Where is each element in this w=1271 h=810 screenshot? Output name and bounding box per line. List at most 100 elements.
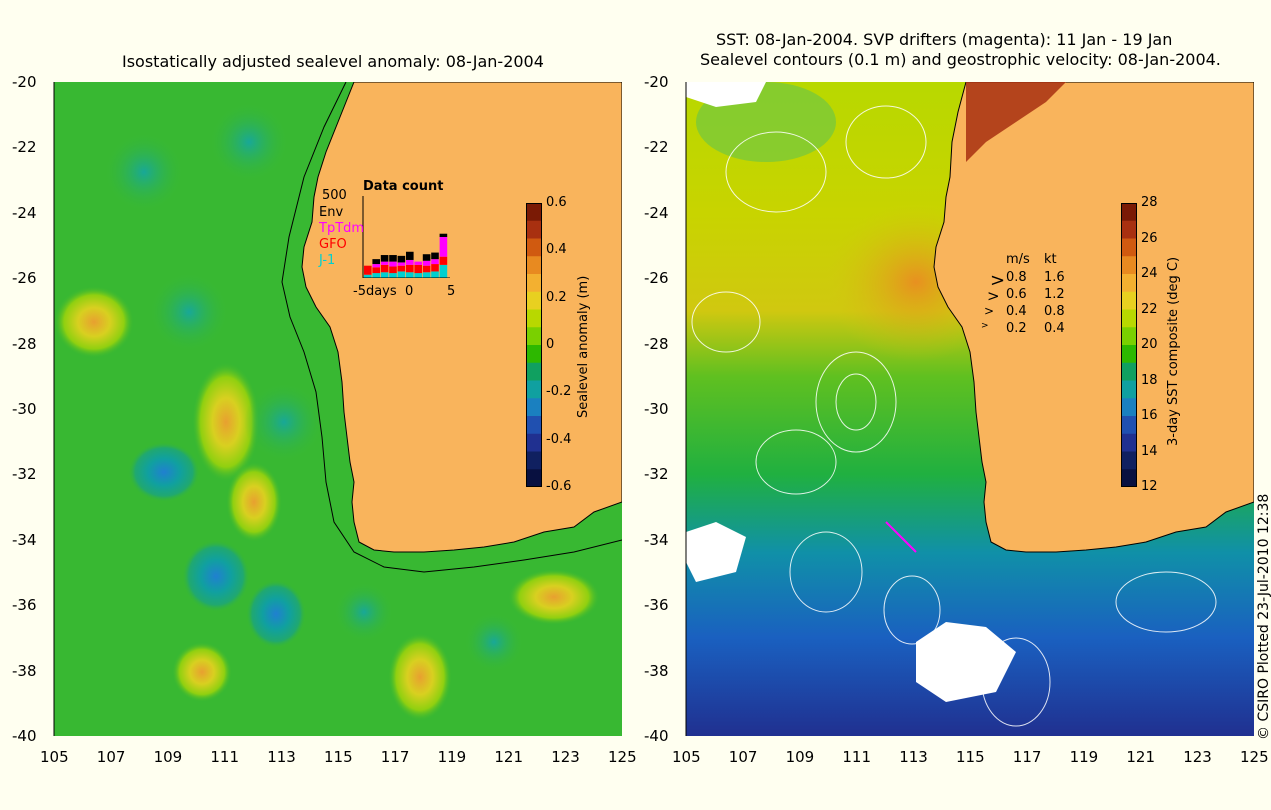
data-count-bar	[422, 254, 431, 261]
colorbar-segment	[526, 291, 542, 310]
data-count-title: Data count	[363, 179, 444, 194]
colorbar-tick-label: 0.2	[546, 289, 567, 305]
colorbar-segment	[526, 256, 542, 275]
sealevel-colorbar-label: Sealevel anomaly (m)	[576, 275, 591, 418]
left-map-title: Isostatically adjusted sealevel anomaly:…	[122, 52, 544, 71]
sealevel-contours	[691, 105, 1217, 727]
x-tick-label: 113	[267, 748, 296, 766]
data-count-bar	[406, 259, 414, 265]
colorbar-segment	[526, 469, 542, 487]
colorbar-segment	[1121, 327, 1137, 346]
colorbar-tick-label: -0.2	[546, 384, 572, 400]
sst-colorbar-label: 3-day SST composite (deg C)	[1166, 256, 1181, 446]
speed-legend-ms: 0.4	[1006, 304, 1027, 319]
data-count-bar	[397, 265, 406, 272]
y-tick-label: -26	[644, 269, 669, 288]
sst-colorbar	[1121, 203, 1137, 487]
inset-x-label-zero: 0	[405, 284, 414, 299]
x-tick-label: 125	[608, 748, 637, 766]
y-tick-label: -30	[12, 400, 37, 418]
right-map-title-line1: SST: 08-Jan-2004. SVP drifters (magenta)…	[716, 30, 1173, 49]
colorbar-segment	[526, 433, 542, 452]
data-count-bar	[422, 260, 431, 266]
colorbar-tick-label: 18	[1141, 372, 1158, 388]
colorbar-segment	[1121, 203, 1137, 222]
data-count-bar	[372, 259, 380, 265]
colorbar-segment	[526, 362, 542, 381]
colorbar-segment	[1121, 469, 1137, 487]
y-tick-label: -40	[644, 727, 669, 745]
colorbar-segment	[526, 380, 542, 399]
data-count-bar	[397, 271, 406, 278]
speed-legend-arrow-icon: >	[987, 287, 1000, 305]
x-tick-label: 123	[551, 748, 580, 766]
data-count-bar	[414, 264, 422, 274]
speed-legend-arrow-icon: >	[984, 304, 995, 318]
data-count-bar	[389, 273, 397, 278]
y-tick-label: -26	[12, 269, 37, 288]
data-count-bar	[431, 259, 439, 265]
x-tick-label: 109	[153, 748, 183, 766]
data-count-bar	[431, 252, 439, 260]
y-tick-label: -22	[12, 138, 37, 157]
y-tick-label: -36	[644, 596, 669, 615]
data-count-bar	[364, 274, 372, 278]
data-count-bar	[364, 265, 372, 275]
speed-legend-ms: 0.8	[1006, 270, 1027, 285]
cloud-mask	[916, 622, 1016, 702]
australia-land-right	[933, 82, 1254, 553]
colorbar-tick-label: 0.4	[546, 242, 567, 258]
x-tick-label: 113	[899, 748, 928, 766]
data-count-bar	[380, 261, 389, 265]
colorbar-tick-label: 22	[1141, 301, 1158, 317]
colorbar-segment	[526, 220, 542, 239]
data-count-bar	[439, 233, 448, 237]
y-tick-label: -36	[12, 596, 37, 615]
speed-legend-arrow-icon: >	[981, 321, 989, 331]
speed-legend-ms: 0.6	[1006, 287, 1027, 302]
colorbar-tick-label: 14	[1141, 443, 1158, 459]
speed-legend-kt: 0.4	[1044, 321, 1065, 336]
colorbar-tick-label: 28	[1141, 195, 1158, 210]
x-tick-label: 121	[1126, 748, 1156, 766]
x-tick-label: 115	[324, 748, 353, 766]
data-count-bar	[439, 264, 448, 278]
colorbar-segment	[526, 416, 542, 435]
y-tick-label: -28	[644, 334, 669, 353]
colorbar-segment	[1121, 433, 1137, 452]
colorbar-segment	[1121, 309, 1137, 328]
anomaly-blobs	[54, 102, 600, 721]
colorbar-segment	[1121, 220, 1137, 239]
x-tick-label: 121	[494, 748, 524, 766]
data-count-bar	[439, 237, 448, 257]
colorbar-border	[1121, 203, 1137, 487]
colorbar-segment	[1121, 398, 1137, 417]
colorbar-border	[526, 203, 542, 487]
data-count-max: 500	[322, 188, 347, 203]
colorbar-tick-label: 24	[1141, 266, 1158, 281]
colorbar-tick-label: -0.6	[546, 479, 572, 494]
x-tick-label: 105	[40, 748, 69, 766]
speed-legend-kt: 1.6	[1044, 270, 1065, 285]
colorbar-tick-label: 12	[1141, 479, 1158, 494]
series-env-label: Env	[319, 205, 344, 220]
y-tick-label: -24	[12, 203, 37, 222]
data-count-bar	[380, 272, 389, 278]
data-count-bar	[372, 264, 380, 268]
data-count-bar	[372, 267, 380, 274]
data-count-bar	[397, 262, 406, 266]
x-tick-label: 111	[210, 748, 240, 766]
data-count-bar	[431, 271, 439, 278]
y-tick-label: -20	[12, 73, 37, 91]
y-tick-label: -20	[644, 73, 669, 91]
speed-legend-kt: 1.2	[1044, 287, 1065, 302]
x-tick-label: 111	[842, 748, 872, 766]
colorbar-segment	[1121, 274, 1137, 293]
data-count-bar	[406, 264, 414, 273]
colorbar-segment	[526, 309, 542, 328]
sst-map	[686, 82, 1254, 736]
colorbar-segment	[526, 274, 542, 293]
y-tick-label: -32	[644, 465, 669, 484]
colorbar-segment	[526, 203, 542, 222]
colorbar-segment	[1121, 291, 1137, 310]
